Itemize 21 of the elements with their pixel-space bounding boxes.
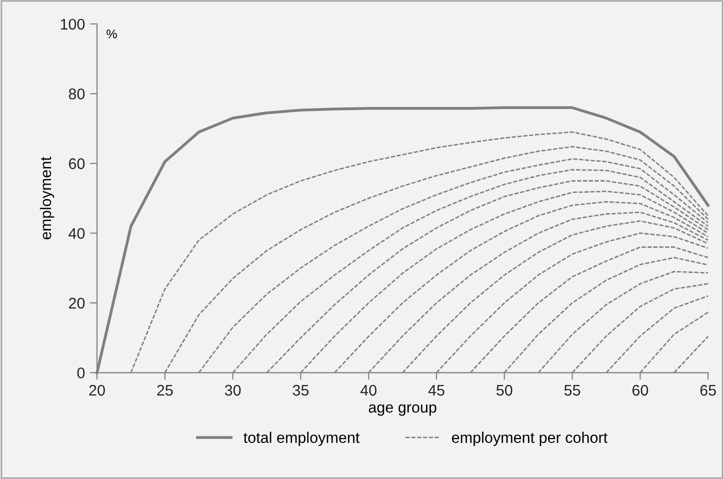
y-tick-label: 60	[68, 158, 85, 170]
x-tick-label: 50	[496, 384, 512, 396]
y-tick-label: 100	[60, 18, 85, 30]
legend-label: total employment	[244, 432, 360, 446]
x-tick-label: 30	[224, 384, 241, 396]
legend-label: employment per cohort	[452, 432, 608, 446]
y-axis-title: employment	[40, 156, 54, 240]
y-tick-label: 80	[68, 88, 85, 100]
x-tick-label: 40	[360, 384, 376, 396]
x-tick-label: 60	[632, 384, 648, 396]
x-tick-label: 35	[292, 384, 309, 396]
annotation: %	[106, 30, 117, 38]
x-tick-label: 65	[700, 384, 716, 396]
x-tick-label: 20	[89, 384, 105, 396]
y-tick-label: 0	[77, 368, 85, 378]
y-tick-label: 40	[68, 228, 85, 239]
x-tick-label: 55	[564, 385, 580, 396]
x-tick-label: 45	[428, 385, 444, 396]
y-tick-label: 20	[68, 298, 85, 309]
x-tick-label: 25	[157, 384, 173, 396]
x-axis-title: age group	[368, 404, 436, 416]
